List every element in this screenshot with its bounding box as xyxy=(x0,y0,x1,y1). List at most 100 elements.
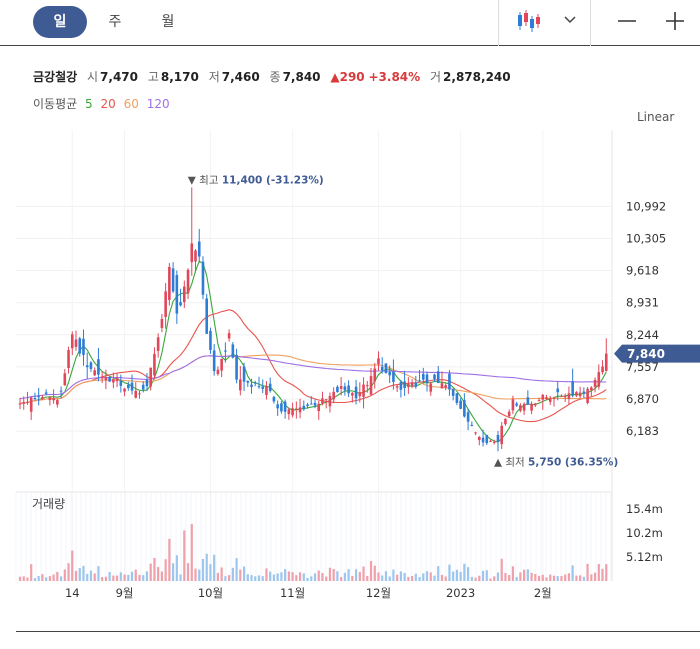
candle[interactable] xyxy=(302,400,306,411)
candle[interactable] xyxy=(545,394,548,400)
candle[interactable] xyxy=(272,395,276,404)
candle[interactable] xyxy=(377,351,380,371)
candle[interactable] xyxy=(44,389,48,396)
candle[interactable] xyxy=(85,352,89,379)
candle[interactable] xyxy=(119,374,123,393)
candle[interactable] xyxy=(343,382,347,396)
candle[interactable] xyxy=(168,263,171,306)
candle[interactable] xyxy=(231,342,235,359)
candle[interactable] xyxy=(492,439,496,445)
candle[interactable] xyxy=(336,385,339,393)
candle[interactable] xyxy=(123,387,126,397)
candle[interactable] xyxy=(534,402,537,407)
candle[interactable] xyxy=(440,371,444,389)
candle[interactable] xyxy=(26,391,29,405)
candle[interactable] xyxy=(37,387,40,406)
candle[interactable] xyxy=(403,370,406,396)
candle[interactable] xyxy=(22,396,26,410)
candle[interactable] xyxy=(373,362,377,389)
ma-120[interactable]: 120 xyxy=(146,97,170,111)
candle[interactable] xyxy=(399,379,403,398)
candle[interactable] xyxy=(414,375,418,389)
candle[interactable] xyxy=(500,421,504,450)
candle[interactable] xyxy=(224,342,227,363)
ma-20[interactable]: 20 xyxy=(100,97,116,111)
candle[interactable] xyxy=(332,387,335,404)
candle[interactable] xyxy=(351,392,354,403)
candle[interactable] xyxy=(70,331,74,356)
candle[interactable] xyxy=(268,377,272,393)
candle[interactable] xyxy=(18,397,22,410)
zoom-in-icon[interactable] xyxy=(664,10,686,32)
candle[interactable] xyxy=(97,347,100,382)
candle[interactable] xyxy=(104,369,108,390)
candle[interactable] xyxy=(530,401,533,415)
candle[interactable] xyxy=(313,399,317,409)
candle[interactable] xyxy=(235,348,238,384)
candle[interactable] xyxy=(459,397,462,410)
candle[interactable] xyxy=(444,383,447,391)
candle[interactable] xyxy=(250,378,253,394)
candle[interactable] xyxy=(33,392,37,401)
tab-weekly[interactable]: 주 xyxy=(108,14,122,30)
candle[interactable] xyxy=(522,402,526,416)
candle[interactable] xyxy=(552,396,556,407)
candle[interactable] xyxy=(153,347,156,380)
candle[interactable] xyxy=(496,430,500,452)
candle[interactable] xyxy=(604,338,608,372)
candle[interactable] xyxy=(466,408,470,431)
candle[interactable] xyxy=(134,382,138,399)
candle[interactable] xyxy=(354,379,358,405)
candle[interactable] xyxy=(130,374,134,395)
candle[interactable] xyxy=(190,187,194,276)
chart-type-candle-icon[interactable] xyxy=(515,8,545,34)
candle[interactable] xyxy=(216,366,220,376)
candle[interactable] xyxy=(436,365,440,384)
candle[interactable] xyxy=(175,270,179,324)
candle[interactable] xyxy=(141,381,145,393)
candle[interactable] xyxy=(298,398,302,419)
candle[interactable] xyxy=(287,407,291,420)
candle[interactable] xyxy=(388,365,391,384)
candle[interactable] xyxy=(489,439,492,442)
candle[interactable] xyxy=(410,379,414,389)
candle[interactable] xyxy=(478,436,481,446)
candle[interactable] xyxy=(519,403,522,413)
candle[interactable] xyxy=(425,371,429,392)
candle[interactable] xyxy=(571,368,574,398)
candle[interactable] xyxy=(52,389,55,404)
candle[interactable] xyxy=(470,421,474,427)
ma-60[interactable]: 60 xyxy=(123,97,139,111)
candle[interactable] xyxy=(276,400,279,416)
candle[interactable] xyxy=(560,394,563,397)
candle[interactable] xyxy=(283,399,287,419)
candle[interactable] xyxy=(321,391,324,406)
candle[interactable] xyxy=(575,391,578,398)
candle[interactable] xyxy=(451,388,455,401)
candle[interactable] xyxy=(548,396,552,405)
candle[interactable] xyxy=(481,429,485,447)
candle[interactable] xyxy=(280,401,283,414)
candle[interactable] xyxy=(74,330,78,351)
candle[interactable] xyxy=(186,268,190,300)
candle[interactable] xyxy=(306,402,309,409)
candle[interactable] xyxy=(590,386,593,397)
candle[interactable] xyxy=(347,380,350,398)
candle[interactable] xyxy=(317,400,321,420)
candle[interactable] xyxy=(194,249,197,273)
candle[interactable] xyxy=(395,384,399,392)
candle[interactable] xyxy=(112,372,115,389)
candle[interactable] xyxy=(474,431,477,436)
candle[interactable] xyxy=(126,381,130,391)
candle[interactable] xyxy=(197,228,201,263)
candle[interactable] xyxy=(295,401,298,419)
candle[interactable] xyxy=(227,329,231,342)
candle[interactable] xyxy=(339,377,343,396)
candle[interactable] xyxy=(365,380,369,393)
candle[interactable] xyxy=(567,386,571,405)
scale-mode-toggle[interactable]: Linear xyxy=(637,110,675,124)
candle[interactable] xyxy=(183,280,186,309)
candle[interactable] xyxy=(384,363,388,374)
candle[interactable] xyxy=(586,387,589,405)
candle[interactable] xyxy=(78,336,82,357)
